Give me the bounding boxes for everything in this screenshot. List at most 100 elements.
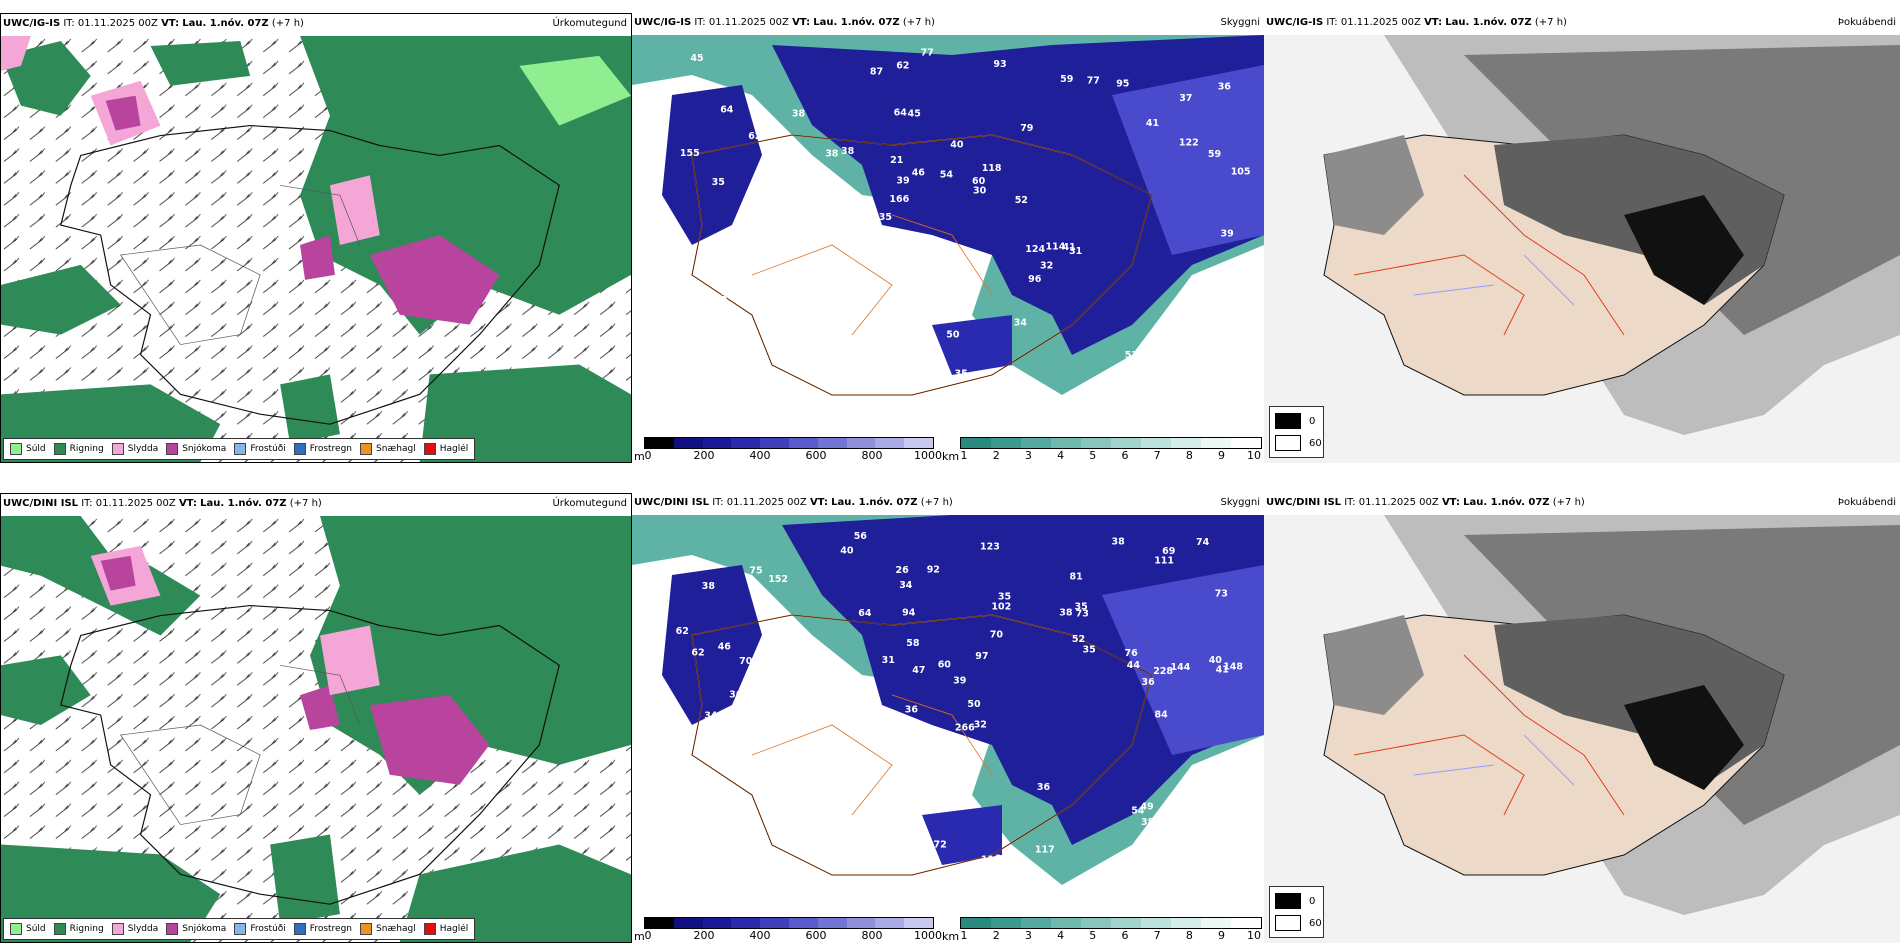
cloud-base-label: 70 bbox=[990, 629, 1004, 640]
cloud-base-label: 72 bbox=[934, 840, 947, 851]
fog-panel-top: UWC/IG-IS IT: 01.11.2025 00Z VT: Lau. 1.… bbox=[1264, 13, 1900, 463]
cloud-base-label: 60 bbox=[790, 752, 804, 763]
panel-variable: Úrkomutegund bbox=[552, 498, 627, 509]
cloud-base-label: 45 bbox=[690, 53, 703, 64]
cloud-base-label: 35 bbox=[955, 369, 968, 380]
cloud-base-label: 36 bbox=[842, 704, 856, 715]
cloud-base-label: 46 bbox=[718, 641, 732, 652]
legend-item: Frostregn bbox=[293, 443, 352, 455]
cloud-base-label: 64 bbox=[894, 107, 908, 118]
cloud-base-label: 55 bbox=[838, 777, 851, 788]
cloud-base-label: 69 bbox=[773, 128, 786, 139]
cloud-base-label: 44 bbox=[1127, 660, 1141, 671]
cloud-base-label: 36 bbox=[1037, 782, 1051, 793]
cloud-base-label: 50 bbox=[739, 356, 753, 367]
cloud-base-label: 31 bbox=[882, 655, 895, 666]
cloud-base-label: 52 bbox=[1072, 634, 1085, 645]
cloud-base-label: 102 bbox=[991, 602, 1011, 613]
precip-map bbox=[1, 36, 631, 462]
cloud-base-label: 144 bbox=[1171, 662, 1191, 673]
cloud-base-label: 38 bbox=[1141, 817, 1155, 828]
cloud-base-label: 29 bbox=[890, 307, 903, 318]
cloud-base-label: 84 bbox=[1155, 709, 1169, 720]
height-unit: m bbox=[634, 930, 645, 943]
cloud-base-label: 42 bbox=[711, 327, 724, 338]
cloud-base-label: 53 bbox=[945, 305, 958, 316]
cloud-base-label: 36 bbox=[1218, 82, 1232, 93]
cloud-base-label: 45 bbox=[908, 108, 921, 119]
legend-item: Haglél bbox=[423, 923, 468, 935]
cloud-base-label: 74 bbox=[1196, 537, 1210, 548]
cloud-base-label: 39 bbox=[896, 176, 909, 187]
cloud-base-label: 35 bbox=[794, 149, 807, 160]
height-ticks: 0 200 400 600 800 1000 bbox=[644, 929, 943, 942]
cloud-base-label: 56 bbox=[765, 160, 779, 171]
legend-item: Rigning bbox=[53, 443, 104, 455]
cloud-base-label: 32 bbox=[974, 719, 987, 730]
cloud-base-label: 152 bbox=[768, 574, 788, 585]
height-colorbar bbox=[644, 437, 934, 449]
cloud-base-label: 160 bbox=[833, 338, 853, 349]
cloud-base-label: 41 bbox=[1063, 242, 1076, 253]
cloud-base-label: 118 bbox=[982, 163, 1002, 174]
legend-item: Haglél bbox=[423, 443, 468, 455]
cloud-base-label: 42 bbox=[739, 373, 752, 384]
cloud-base-label: 92 bbox=[927, 565, 940, 576]
cloud-base-label: 32 bbox=[1040, 261, 1053, 272]
cloud-base-label: 38 bbox=[792, 109, 806, 120]
cloud-base-label: 111 bbox=[1154, 556, 1174, 567]
legend-item: Frostregn bbox=[293, 923, 352, 935]
cloud-base-label: 60 bbox=[938, 660, 952, 671]
precip-map bbox=[1, 516, 631, 942]
cloud-base-label: 75 bbox=[749, 565, 762, 576]
cloud-base-label: 57 bbox=[1163, 314, 1176, 325]
cloud-base-label: 73 bbox=[1076, 608, 1089, 619]
cloud-base-label: 87 bbox=[870, 67, 883, 78]
cloud-base-label: 55 bbox=[1170, 351, 1183, 362]
cloud-base-label: 35 bbox=[879, 212, 892, 223]
cloud-base-label: 155 bbox=[680, 148, 700, 159]
cloud-base-label: 50 bbox=[946, 330, 960, 341]
cloud-base-label: 52 bbox=[1015, 195, 1028, 206]
cloud-base-label: 47 bbox=[727, 740, 740, 751]
cloud-base-label: 116 bbox=[981, 854, 1001, 865]
cloud-base-label: 117 bbox=[1035, 845, 1055, 856]
cloud-base-label: 81 bbox=[1070, 572, 1083, 583]
cloud-base-label: 266 bbox=[955, 723, 975, 734]
cloud-base-label: 84 bbox=[694, 357, 708, 368]
cloud-base-label: 77 bbox=[921, 48, 934, 59]
cloud-base-label: 55 bbox=[773, 305, 786, 316]
cloud-base-label: 47 bbox=[912, 665, 925, 676]
cloud-base-label: 20 bbox=[687, 321, 701, 332]
legend-item: Snjókoma bbox=[166, 923, 226, 935]
cloud-base-label: 35 bbox=[1075, 601, 1088, 612]
cloud-base-label: 36 bbox=[730, 286, 744, 297]
height-colorbar bbox=[644, 917, 934, 929]
cloud-base-label: 124 bbox=[1025, 244, 1045, 255]
cloud-base-label: 123 bbox=[980, 541, 1000, 552]
cloud-base-label: 35 bbox=[1083, 645, 1096, 656]
panel-title: UWC/IG-IS IT: 01.11.2025 00Z VT: Lau. 1.… bbox=[634, 17, 935, 28]
cloud-base-label: 28 bbox=[995, 853, 1009, 864]
cloud-base-label: 50 bbox=[967, 699, 981, 710]
legend-item: Snæhagl bbox=[360, 443, 416, 455]
cloud-base-label: 50 bbox=[795, 284, 809, 295]
cloud-base-label: 41 bbox=[689, 336, 702, 347]
cloud-base-label: 61 bbox=[900, 318, 913, 329]
cloud-base-label: 38 bbox=[1059, 607, 1073, 618]
vis-unit: km bbox=[942, 450, 960, 463]
height-unit: m bbox=[634, 450, 645, 463]
cloud-base-label: 40 bbox=[1209, 655, 1223, 666]
cloud-base-label: 36 bbox=[1142, 677, 1156, 688]
cloud-base-label: 39 bbox=[953, 676, 966, 687]
cloud-base-label: 96 bbox=[1028, 274, 1042, 285]
cloud-base-label: 74 bbox=[736, 361, 750, 372]
legend-item: Frostúði bbox=[234, 923, 286, 935]
cloud-base-label: 40 bbox=[950, 140, 964, 151]
fog-legend: 0 60 bbox=[1269, 886, 1324, 938]
cloud-base-label: 234 bbox=[778, 322, 798, 333]
cloud-base-label: 93 bbox=[993, 59, 1006, 70]
precip-panel-bottom: UWC/DINI ISL IT: 01.11.2025 00Z VT: Lau.… bbox=[0, 493, 632, 943]
cloud-base-label: 70 bbox=[739, 656, 753, 667]
cloud-base-label: 60 bbox=[884, 823, 898, 834]
